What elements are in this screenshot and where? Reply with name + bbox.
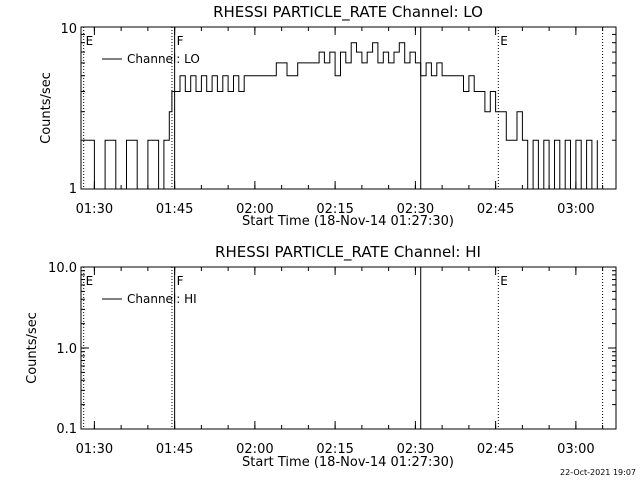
panel-hi-y-tick-label-0.1: 0.1 <box>56 422 77 437</box>
panel-lo-x-axis: 01:30 01:45 02:00 02:15 02:30 02:45 03:00 <box>76 27 604 217</box>
panel-lo: RHESSI PARTICLE_RATE Channel: LO 01:30 01… <box>39 3 617 229</box>
panel-hi-x-tick-label: 02:00 <box>236 442 273 457</box>
panel-lo-marker-label: E <box>500 34 508 48</box>
panel-hi-y-tick-label-1: 1.0 <box>56 342 77 357</box>
panel-lo-marker-label: E <box>86 34 94 48</box>
panel-lo-x-tick-label: 01:30 <box>76 202 113 217</box>
panel-lo-x-tick-label: 01:45 <box>156 202 193 217</box>
footer-timestamp: 22-Oct-2021 19:07 <box>560 468 636 477</box>
panel-lo-x-axis-label: Start Time (18-Nov-14 01:27:30) <box>242 214 454 229</box>
panel-lo-title: RHESSI PARTICLE_RATE Channel: LO <box>213 3 483 22</box>
panel-hi-title: RHESSI PARTICLE_RATE Channel: HI <box>215 243 481 262</box>
panel-hi-y-tick-label-10: 10.0 <box>48 261 77 276</box>
panel-lo-marker-label: F <box>177 34 184 48</box>
panel-hi-y-axis: 10.0 1.0 0.1 <box>48 261 616 437</box>
panel-lo-y-tick-label-1: 1 <box>69 182 77 197</box>
panel-hi-marker-label: F <box>177 274 184 288</box>
panel-hi-marker-label: E <box>500 274 508 288</box>
panel-lo-x-tick-label: 03:00 <box>557 202 594 217</box>
panel-lo-legend-label: Channel: LO <box>127 52 200 66</box>
panel-lo-x-tick-label: 02:15 <box>316 202 353 217</box>
panel-hi-legend: Channel: HI <box>102 292 197 306</box>
panel-lo-y-tick-label-10: 10 <box>60 22 77 37</box>
panel-hi-marker-label: E <box>86 274 94 288</box>
panel-hi-x-tick-label: 02:45 <box>477 442 514 457</box>
panel-hi: RHESSI PARTICLE_RATE Channel: HI 01:30 01… <box>25 243 617 470</box>
panel-hi-x-tick-label: 03:00 <box>557 442 594 457</box>
panel-lo-x-tick-label: 02:30 <box>397 202 434 217</box>
panel-lo-y-axis-label: Counts/sec <box>39 72 54 144</box>
panel-hi-legend-label: Channel: HI <box>127 292 197 306</box>
panel-hi-y-axis-label: Counts/sec <box>25 312 40 384</box>
panel-lo-frame <box>80 26 617 190</box>
panel-hi-x-axis-label: Start Time (18-Nov-14 01:27:30) <box>242 455 454 470</box>
panel-lo-y-axis: 10 1 <box>60 22 616 197</box>
panel-lo-series-line <box>83 42 598 190</box>
panel-lo-x-tick-label: 02:00 <box>236 202 273 217</box>
panel-hi-x-tick-label: 02:15 <box>316 442 353 457</box>
panel-lo-x-tick-label: 02:45 <box>477 202 514 217</box>
panel-hi-x-tick-label: 01:45 <box>156 442 193 457</box>
panel-lo-legend: Channel: LO <box>102 52 200 66</box>
panel-hi-x-axis: 01:30 01:45 02:00 02:15 02:30 02:45 03:00 <box>76 267 604 457</box>
panel-hi-x-tick-label: 02:30 <box>397 442 434 457</box>
panel-hi-x-tick-label: 01:30 <box>76 442 113 457</box>
